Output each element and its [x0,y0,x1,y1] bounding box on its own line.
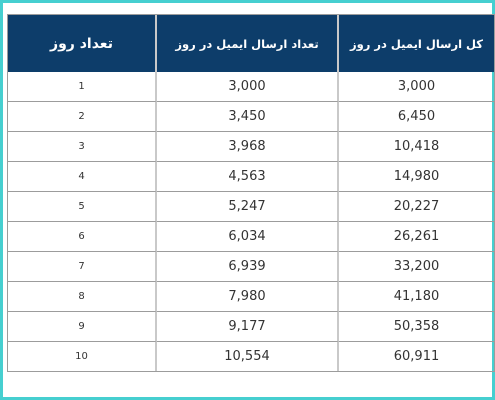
cell-day: 1 [8,72,157,101]
table-body: 1 3,000 3,000 2 3,450 6,450 3 3,968 10,4… [8,72,494,371]
cell-day: 5 [8,191,157,221]
cell-daily-sends: 6,939 [157,251,339,281]
table-header: تعداد روز تعداد ارسال ایمیل در روز کل ار… [8,15,494,72]
cell-day: 8 [8,281,157,311]
table-row: 8 7,980 41,180 [8,281,494,311]
cell-total-sends: 10,418 [339,131,494,161]
cell-total-sends: 50,358 [339,311,494,341]
cell-day: 9 [8,311,157,341]
cell-daily-sends: 4,563 [157,161,339,191]
table-row: 6 6,034 26,261 [8,221,494,251]
cell-daily-sends: 10,554 [157,341,339,371]
cell-day: 3 [8,131,157,161]
header-daily-sends: تعداد ارسال ایمیل در روز [157,15,339,72]
cell-total-sends: 3,000 [397,79,436,94]
table-row: 2 3,450 6,450 [8,101,494,131]
cell-daily-sends: 3,968 [157,131,339,161]
cell-total-sends: 26,261 [339,221,494,251]
header-row: تعداد روز تعداد ارسال ایمیل در روز کل ار… [8,15,494,72]
cell-day: 4 [8,161,157,191]
cell-day: 6 [8,221,157,251]
cell-total-sends: 33,200 [339,251,494,281]
cell-total-sends: 41,180 [339,281,494,311]
cell-daily-sends: 7,980 [157,281,339,311]
cell-day: 2 [8,101,157,131]
table-row: 9 9,177 50,358 [8,311,494,341]
cell-day: 10 [8,341,157,371]
cell-daily-sends: 5,247 [157,191,339,221]
header-total-sends: کل ارسال ایمیل در روز [339,15,494,72]
table-row: 5 5,247 20,227 [8,191,494,221]
cell-daily-sends: 3,000 [157,72,339,101]
cell-total-sends: 20,227 [339,191,494,221]
header-day-count: تعداد روز [8,15,157,72]
cell-daily-sends: 3,450 [157,101,339,131]
table-row: 4 4,563 14,980 [8,161,494,191]
table-row: 10 10,554 60,911 [8,341,494,371]
cell-day: 7 [8,251,157,281]
cell-daily-sends: 9,177 [157,311,339,341]
cell-total-sends: 14,980 [339,161,494,191]
table-row: 7 6,939 33,200 [8,251,494,281]
email-schedule-table: تعداد روز تعداد ارسال ایمیل در روز کل ار… [7,14,495,372]
table-row: 1 3,000 3,000 [8,72,494,101]
cell-total-sends: 6,450 [339,101,494,131]
table-row: 3 3,968 10,418 [8,131,494,161]
cell-daily-sends: 6,034 [157,221,339,251]
cell-total-sends: 60,911 [339,341,494,371]
